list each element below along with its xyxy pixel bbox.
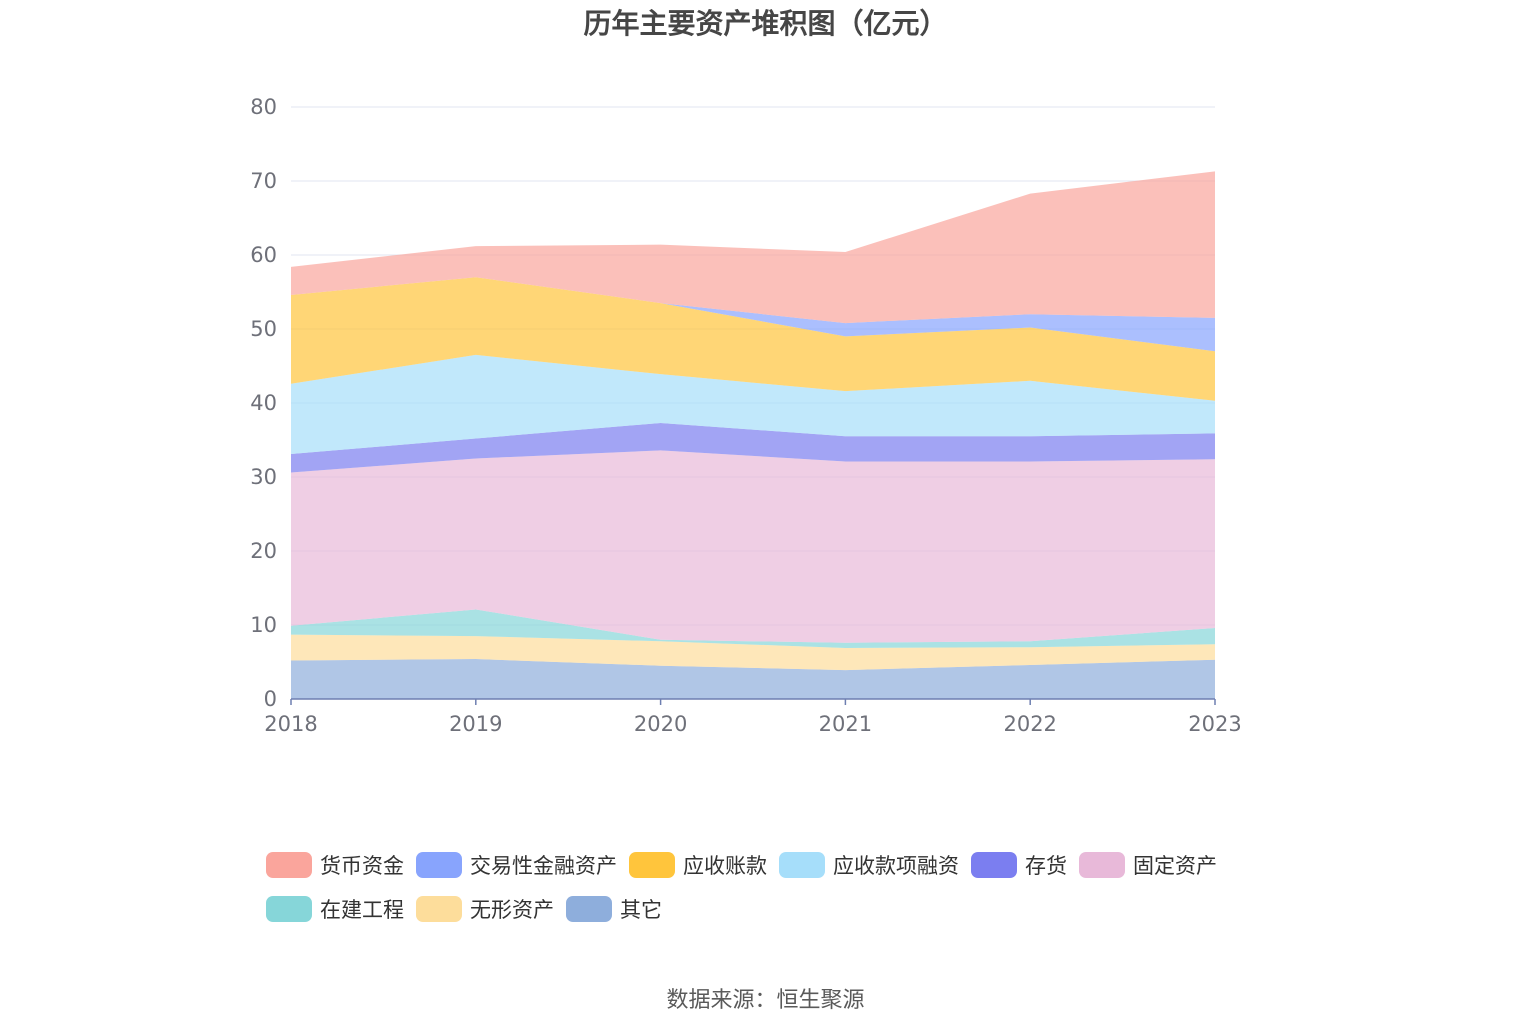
legend-item[interactable]: 无形资产 <box>416 892 554 926</box>
area-series-交易性金融资产 <box>291 277 1215 352</box>
legend-label: 货币资金 <box>320 854 404 878</box>
x-tick-label: 2023 <box>1188 712 1241 736</box>
legend-label: 存货 <box>1025 854 1067 878</box>
x-tick-label: 2019 <box>449 712 502 736</box>
legend-label: 其它 <box>620 898 662 922</box>
axes: 0 10 20 30 40 50 60 70 80 2018 2019 2020 2021 2022 202… <box>250 95 1241 736</box>
area-series-存货 <box>291 422 1215 473</box>
legend-label: 应收账款 <box>683 854 767 878</box>
legend-swatch <box>1079 852 1125 878</box>
legend-item[interactable]: 固定资产 <box>1079 848 1217 882</box>
area-series-其它 <box>291 659 1215 699</box>
area-series-固定资产 <box>291 450 1215 643</box>
y-tick-label: 20 <box>250 539 277 563</box>
y-tick-label: 0 <box>264 687 277 711</box>
legend-item[interactable]: 货币资金 <box>266 848 404 882</box>
y-tick-label: 60 <box>250 243 277 267</box>
legend-item[interactable]: 在建工程 <box>266 892 404 926</box>
legend-label: 固定资产 <box>1133 854 1217 878</box>
area-series-在建工程 <box>291 609 1215 648</box>
x-tick-label: 2022 <box>1003 712 1056 736</box>
legend-swatch <box>779 852 825 878</box>
area-series-货币资金 <box>291 171 1215 324</box>
y-tick-label: 30 <box>250 465 277 489</box>
legend-swatch <box>971 852 1017 878</box>
legend-swatch <box>416 852 462 878</box>
y-tick-label: 70 <box>250 169 277 193</box>
data-source-note: 数据来源：恒生聚源 <box>666 988 865 1013</box>
legend-item[interactable]: 交易性金融资产 <box>416 848 617 882</box>
legend-swatch <box>266 896 312 922</box>
legend: 货币资金 交易性金融资产 应收账款 应收款项融资 存货 固定资产在建工程 无形资产 其它 <box>266 848 1286 926</box>
legend-swatch <box>416 896 462 922</box>
legend-label: 无形资产 <box>470 898 554 922</box>
legend-label: 应收款项融资 <box>833 854 959 878</box>
legend-item[interactable]: 其它 <box>566 892 662 926</box>
area-series-应收账款 <box>291 277 1215 401</box>
x-tick-label: 2018 <box>264 712 317 736</box>
legend-swatch <box>266 852 312 878</box>
legend-label: 在建工程 <box>320 898 404 922</box>
y-tick-label: 50 <box>250 317 277 341</box>
legend-swatch <box>566 896 612 922</box>
area-series-应收款项融资 <box>291 354 1215 455</box>
legend-swatch <box>629 852 675 878</box>
legend-item[interactable]: 存货 <box>971 848 1067 882</box>
x-tick-label: 2021 <box>819 712 872 736</box>
legend-item[interactable]: 应收账款 <box>629 848 767 882</box>
y-tick-label: 10 <box>250 613 277 637</box>
chart-title: 历年主要资产堆积图（亿元） <box>583 7 948 40</box>
area-series-group <box>291 171 1215 699</box>
area-series-无形资产 <box>291 634 1215 671</box>
x-tick-label: 2020 <box>634 712 687 736</box>
legend-item[interactable]: 应收款项融资 <box>779 848 959 882</box>
legend-label: 交易性金融资产 <box>470 854 617 878</box>
y-tick-label: 80 <box>250 95 277 119</box>
y-tick-label: 40 <box>250 391 277 415</box>
